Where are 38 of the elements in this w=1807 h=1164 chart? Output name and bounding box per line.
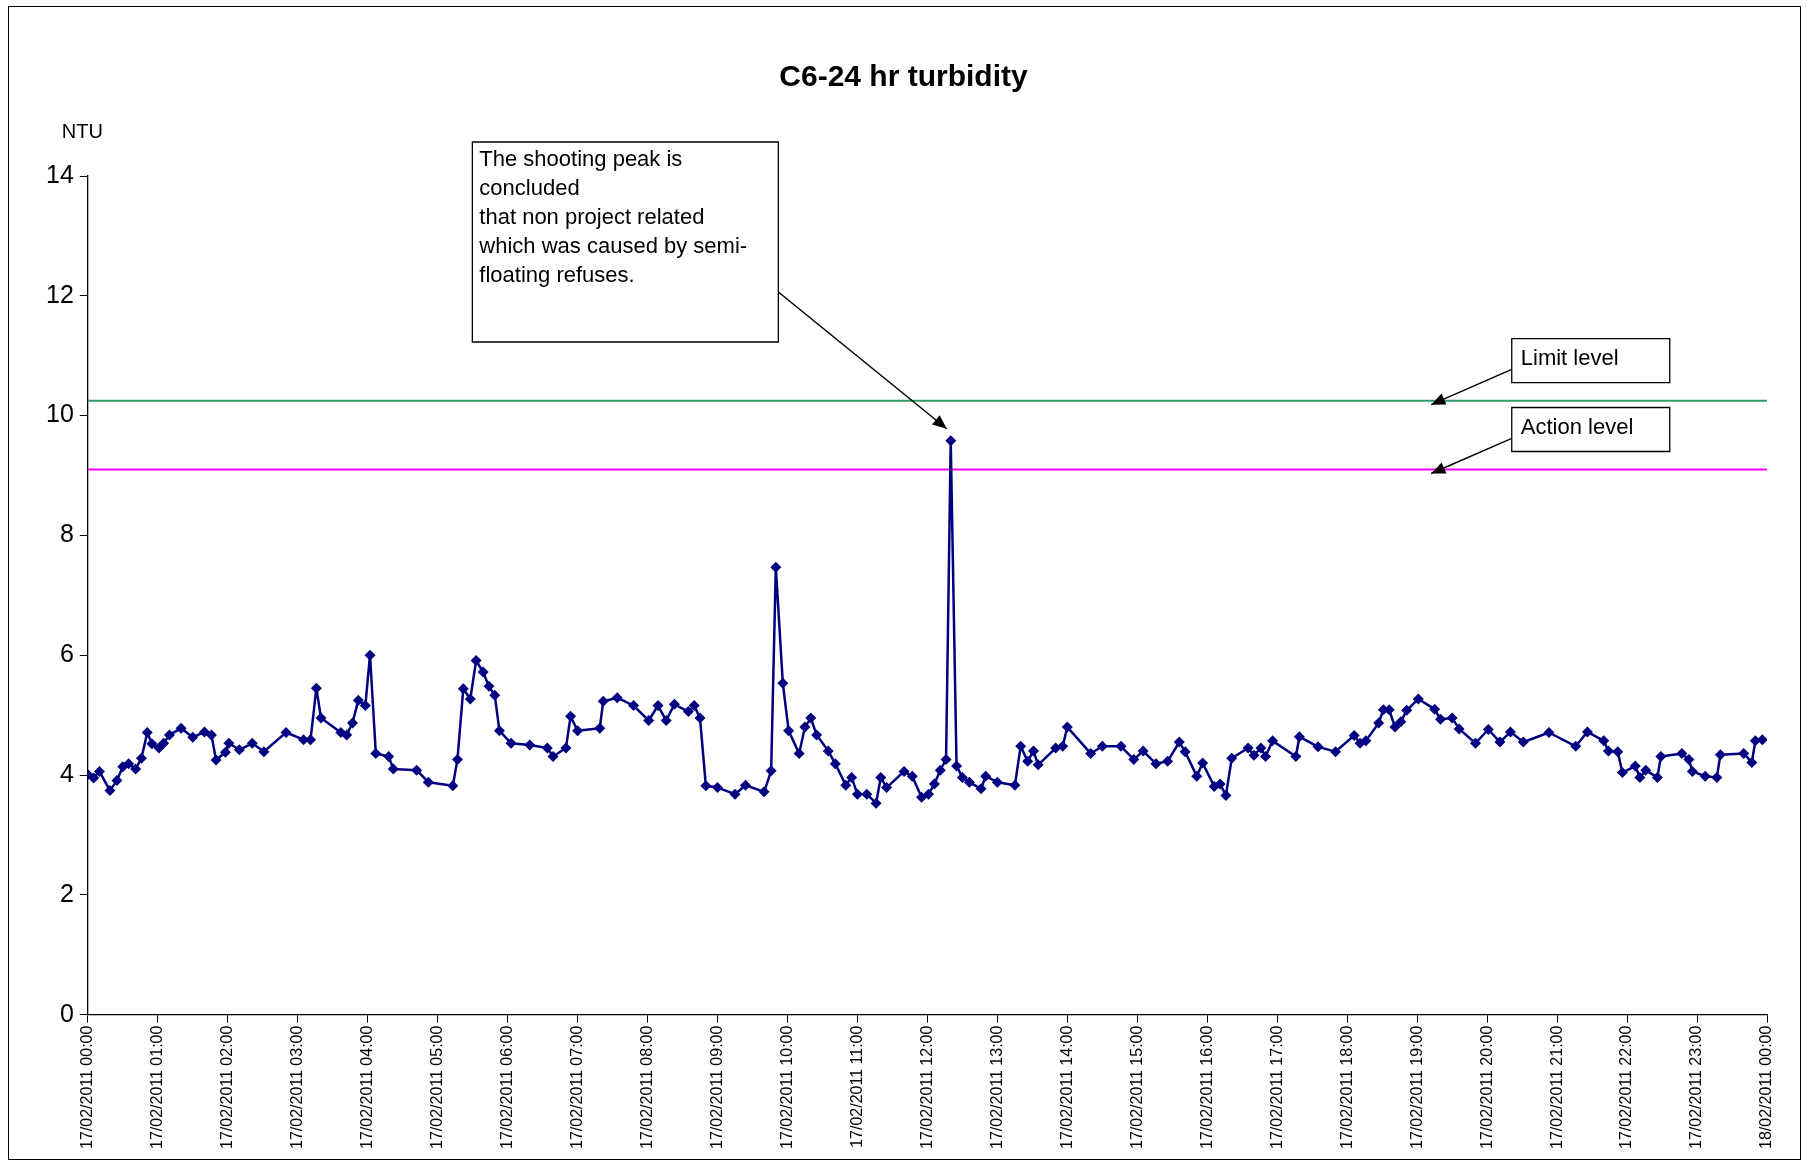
ref-line-label: Action level	[1520, 413, 1634, 439]
x-tick-label: 17/02/2011 05:00	[428, 1025, 446, 1149]
x-tick-label: 17/02/2011 14:00	[1057, 1025, 1075, 1149]
x-tick-label: 17/02/2011 23:00	[1687, 1025, 1705, 1149]
annotation: The shooting peak is concluded that non project related which was caused by semi- floating refuses.	[478, 146, 748, 288]
y-tick-label: 10	[46, 399, 74, 428]
x-tick-label: 17/02/2011 22:00	[1617, 1025, 1635, 1149]
x-tick-label: 17/02/2011 09:00	[707, 1025, 725, 1149]
x-tick-label: 17/02/2011 19:00	[1407, 1025, 1425, 1149]
y-tick-label: 6	[59, 639, 74, 668]
x-tick-label: 17/02/2011 04:00	[358, 1025, 376, 1149]
x-tick-label: 17/02/2011 16:00	[1197, 1025, 1215, 1149]
y-tick-label: 2	[59, 878, 74, 907]
x-tick-label: 17/02/2011 01:00	[148, 1025, 166, 1149]
x-tick-label: 17/02/2011 17:00	[1267, 1025, 1285, 1149]
x-tick-label: 17/02/2011 03:00	[288, 1025, 306, 1149]
x-tick-label: 17/02/2011 20:00	[1477, 1025, 1495, 1149]
y-tick-label: 0	[59, 998, 74, 1027]
y-axis-title: NTU	[61, 119, 103, 142]
x-tick-label: 17/02/2011 15:00	[1127, 1025, 1145, 1149]
chart-title: C6-24 hr turbidity	[779, 59, 1028, 93]
y-tick-label: 14	[46, 159, 74, 188]
x-tick-label: 17/02/2011 08:00	[637, 1025, 655, 1149]
x-tick-label: 18/02/2011 00:00	[1757, 1025, 1775, 1149]
y-tick-label: 8	[59, 519, 74, 548]
x-tick-label: 17/02/2011 00:00	[78, 1025, 96, 1149]
y-tick-label: 4	[59, 758, 74, 787]
x-tick-label: 17/02/2011 06:00	[498, 1025, 516, 1149]
x-tick-label: 17/02/2011 13:00	[987, 1025, 1005, 1149]
x-tick-label: 17/02/2011 11:00	[847, 1025, 865, 1148]
x-tick-label: 17/02/2011 10:00	[777, 1025, 795, 1149]
x-tick-label: 17/02/2011 18:00	[1337, 1025, 1355, 1149]
x-tick-label: 17/02/2011 21:00	[1547, 1025, 1565, 1149]
x-tick-label: 17/02/2011 07:00	[567, 1025, 585, 1149]
x-tick-label: 17/02/2011 12:00	[917, 1025, 935, 1149]
x-tick-label: 17/02/2011 02:00	[218, 1025, 236, 1149]
y-tick-label: 12	[46, 279, 74, 308]
ref-line-label: Limit level	[1520, 344, 1619, 370]
